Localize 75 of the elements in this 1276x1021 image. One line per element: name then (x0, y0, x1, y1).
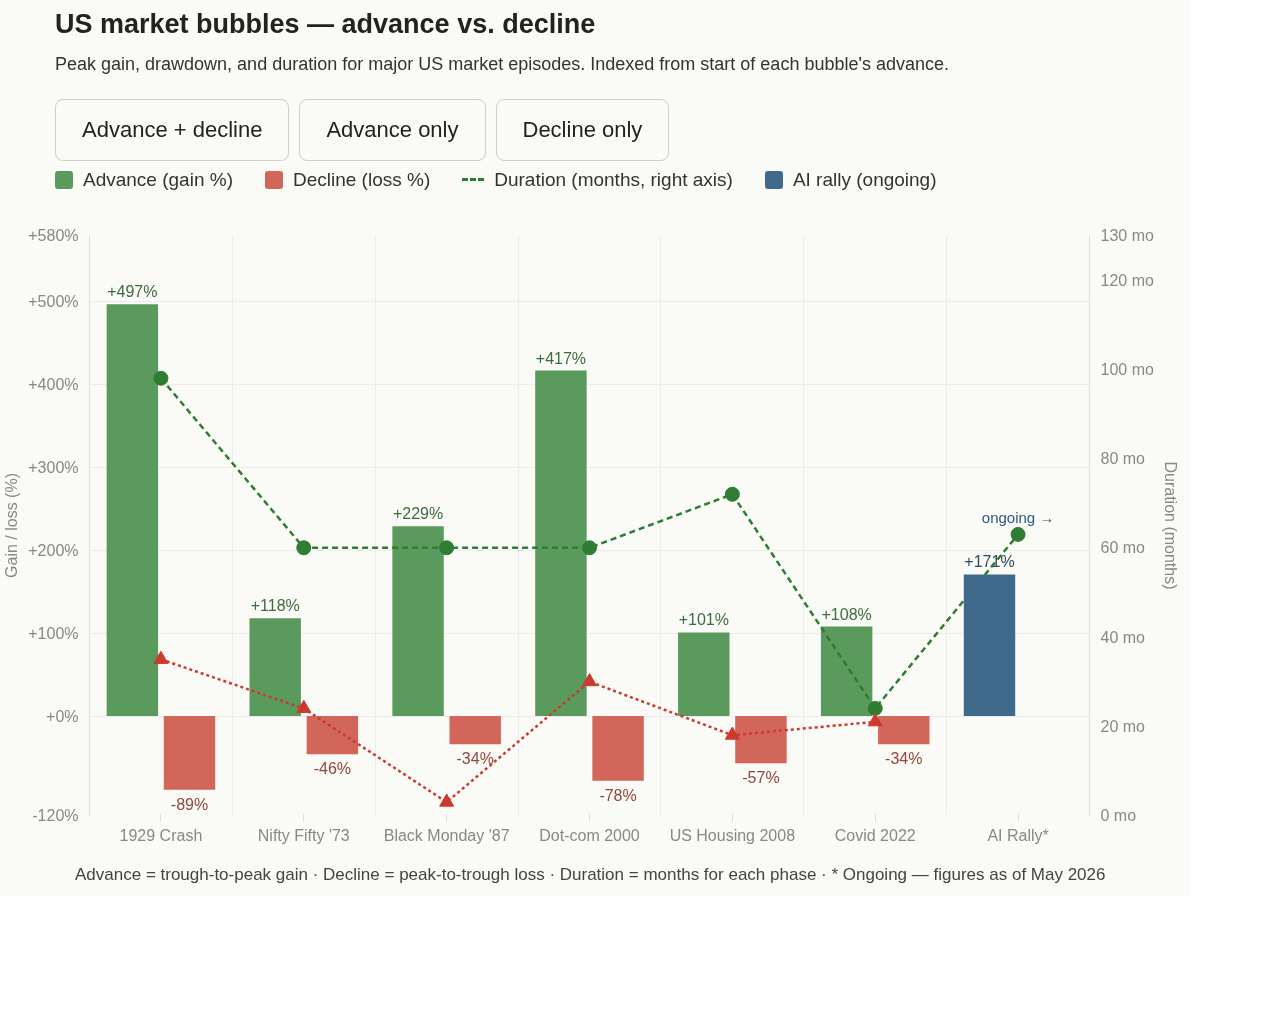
point (296, 699, 312, 713)
y-tick-label: +100% (28, 624, 79, 642)
y2-tick-label: 80 mo (1100, 450, 1146, 468)
point (153, 370, 169, 386)
y-tick-label: +300% (28, 459, 79, 476)
y2-tick-label: 130 mo (1100, 227, 1154, 244)
bar (878, 716, 930, 745)
y2-tick-label: 100 mo (1100, 360, 1154, 378)
bar (163, 716, 216, 790)
data-label: -34% (885, 750, 923, 768)
point (724, 726, 740, 740)
data-label: -78% (599, 786, 637, 804)
bar (678, 632, 730, 717)
data-label: -89% (170, 795, 209, 813)
point (582, 673, 597, 687)
data-label: -34% (456, 750, 494, 768)
y2-axis-title: Duration (months) (1161, 461, 1179, 590)
text: Advance = trough-to-peak gain · Decline = peak-to-trough loss · Duration = months for each phase · * Ongoing — figures as of May 2026 (74, 864, 1106, 886)
point (867, 713, 883, 727)
y2-tick-label: 60 mo (1100, 539, 1146, 557)
bar (592, 716, 644, 781)
data-label: +171% (964, 553, 1015, 571)
data-label: +417% (535, 349, 587, 367)
y-axis-title: Gain / loss (%) (3, 473, 21, 578)
bar (306, 716, 359, 755)
y2-tick-label: 20 mo (1100, 717, 1146, 735)
data-label: -57% (742, 769, 780, 787)
legend-label: Decline (loss %) (292, 169, 431, 191)
x-tick-label: US Housing 2008 (669, 826, 796, 844)
x-tick-label: Covid 2022 (834, 826, 916, 844)
x-tick-label: Dot-com 2000 (539, 826, 640, 844)
data-label: +108% (821, 605, 872, 623)
bar (535, 370, 587, 717)
text: Advance + decline (55, 99, 290, 161)
point (153, 650, 169, 664)
x-tick-label: Nifty Fifty '73 (257, 826, 350, 844)
x-tick-label: 1929 Crash (119, 826, 203, 844)
text: Decline only (495, 99, 670, 161)
data-label: +101% (678, 611, 729, 629)
y2-tick-label: 120 mo (1100, 271, 1154, 289)
y-tick-label: +580% (28, 227, 79, 244)
chart-title: US market bubbles — advance vs. decline (55, 8, 597, 41)
bar (106, 304, 159, 717)
data-label: +497% (107, 283, 158, 301)
bar (963, 574, 1016, 717)
y2-tick-label: 0 mo (1100, 807, 1137, 824)
data-label: +118% (250, 597, 300, 615)
legend-label: Advance (gain %) (83, 169, 233, 191)
bar (249, 618, 301, 717)
point (582, 540, 597, 556)
y-tick-label: +0% (46, 707, 79, 725)
y-tick-label: -120% (32, 807, 79, 824)
point (867, 700, 883, 716)
legend-label: AI rally (ongoing) (792, 169, 937, 191)
annotation: ongoing → (981, 508, 1055, 526)
point (439, 540, 455, 556)
point (296, 540, 312, 556)
bar (820, 626, 873, 717)
bar (449, 716, 501, 745)
bar (735, 716, 787, 764)
point (439, 793, 455, 807)
bar (392, 526, 444, 717)
x-tick-label: AI Rally* (987, 826, 1049, 844)
x-tick-label: Black Monday '87 (383, 826, 510, 844)
text: Advance only (299, 99, 486, 161)
data-label: -46% (313, 760, 352, 778)
point (1010, 526, 1026, 542)
data-label: +229% (392, 505, 444, 523)
y-tick-label: +400% (28, 376, 79, 394)
chart-subtitle: Peak gain, drawdown, and duration for major US market episodes. Indexed from start of each bubble's advance. (55, 52, 949, 76)
legend-label: Duration (months, right axis) (494, 169, 733, 191)
point (724, 486, 740, 502)
y-tick-label: +500% (28, 293, 79, 311)
y2-tick-label: 40 mo (1100, 628, 1146, 646)
y-tick-label: +200% (28, 541, 79, 559)
